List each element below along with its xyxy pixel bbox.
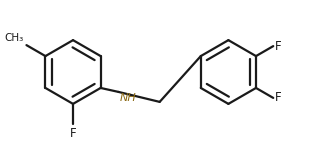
Text: NH: NH xyxy=(119,93,136,103)
Text: F: F xyxy=(275,40,282,53)
Text: F: F xyxy=(275,91,282,104)
Text: CH₃: CH₃ xyxy=(4,33,24,43)
Text: F: F xyxy=(70,127,76,140)
